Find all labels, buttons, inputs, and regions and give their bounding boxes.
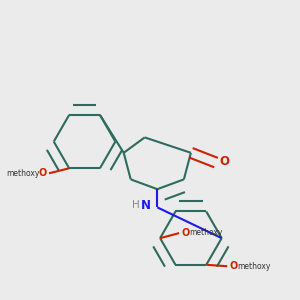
Text: O: O (219, 155, 230, 168)
Text: methoxy: methoxy (6, 169, 39, 178)
Text: methoxy: methoxy (237, 262, 270, 271)
Text: O: O (182, 228, 190, 238)
Text: N: N (141, 200, 151, 212)
Text: O: O (230, 261, 238, 271)
Text: O: O (38, 168, 47, 178)
Text: methoxy: methoxy (189, 228, 222, 237)
Text: H: H (132, 200, 140, 210)
